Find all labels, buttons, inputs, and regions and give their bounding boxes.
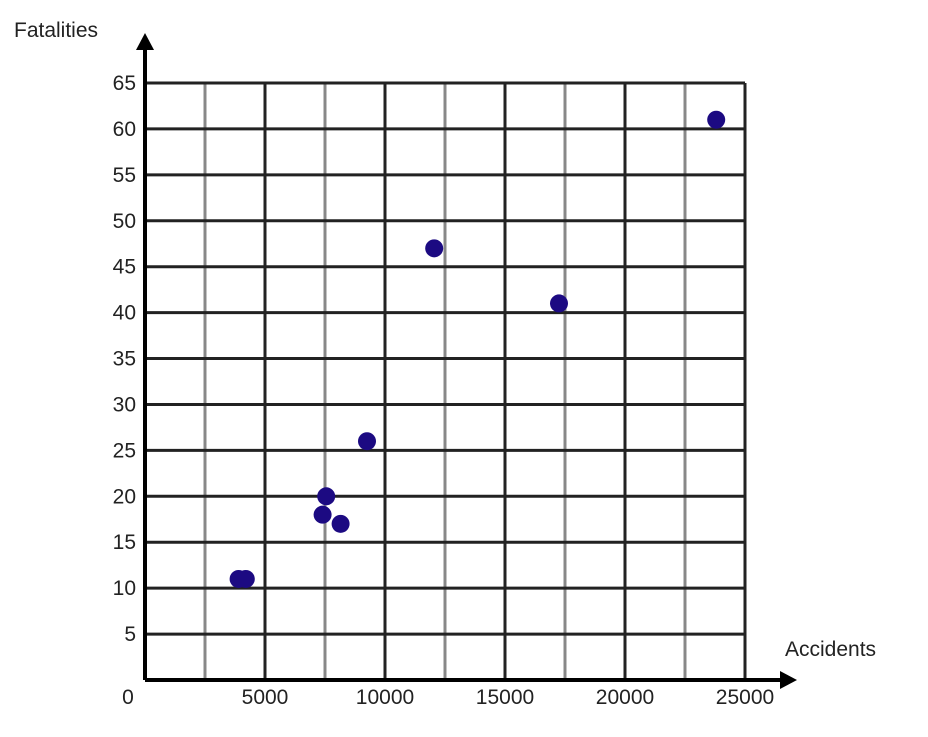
grid (145, 81, 747, 680)
y-tick-label: 50 (113, 210, 136, 233)
axes (136, 33, 797, 689)
y-tick-label: 5 (124, 623, 136, 646)
y-tick-label: 55 (113, 164, 136, 187)
data-point (313, 505, 332, 524)
data-point (425, 239, 444, 258)
data-point (331, 514, 350, 533)
y-tick-label: 65 (113, 72, 136, 95)
points (229, 110, 726, 588)
y-tick-label: 35 (113, 348, 136, 371)
x-axis-label: Accidents (785, 638, 876, 661)
x-axis-arrow-icon (780, 671, 797, 689)
y-tick-label: 30 (113, 393, 136, 416)
y-tick-label: 60 (113, 118, 136, 141)
y-axis-arrow-icon (136, 33, 154, 50)
data-point (236, 569, 255, 588)
data-point (317, 487, 336, 506)
x-tick-label: 25000 (716, 686, 774, 709)
y-tick-label: 15 (113, 531, 136, 554)
x-tick-label: 20000 (596, 686, 654, 709)
y-axis-label: Fatalities (14, 19, 98, 42)
x-tick-label: 15000 (476, 686, 534, 709)
y-tick-label: 40 (113, 302, 136, 325)
y-tick-label: 45 (113, 256, 136, 279)
y-tick-label: 25 (113, 439, 136, 462)
x-tick-label: 0 (122, 686, 134, 709)
x-tick-label: 10000 (356, 686, 414, 709)
y-tick-label: 20 (113, 485, 136, 508)
x-tick-label: 5000 (242, 686, 289, 709)
y-tick-label: 10 (113, 577, 136, 600)
data-point (550, 294, 568, 313)
data-point (707, 110, 726, 129)
data-point (358, 432, 376, 451)
tick-labels: 5 10 15 20 25 30 35 40 45 50 55 60 65 0 5000 10000 15000… (113, 72, 775, 709)
